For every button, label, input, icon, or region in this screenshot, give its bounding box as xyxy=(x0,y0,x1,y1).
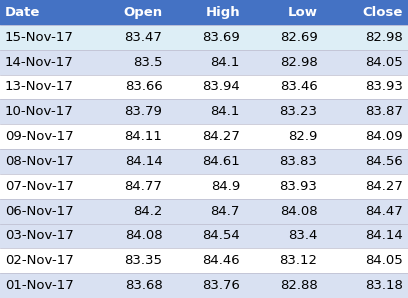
Text: 84.09: 84.09 xyxy=(366,130,403,143)
Text: 15-Nov-17: 15-Nov-17 xyxy=(5,31,74,44)
Bar xyxy=(0,124,408,149)
Text: 82.9: 82.9 xyxy=(288,130,317,143)
Text: 84.08: 84.08 xyxy=(125,229,162,242)
Text: 82.98: 82.98 xyxy=(365,31,403,44)
Text: 84.54: 84.54 xyxy=(202,229,240,242)
Text: 09-Nov-17: 09-Nov-17 xyxy=(5,130,73,143)
Text: 14-Nov-17: 14-Nov-17 xyxy=(5,56,74,69)
Text: Low: Low xyxy=(287,6,317,19)
Text: 83.23: 83.23 xyxy=(279,105,317,118)
Text: 83.66: 83.66 xyxy=(124,80,162,93)
Text: 84.61: 84.61 xyxy=(202,155,240,168)
Text: 84.27: 84.27 xyxy=(365,180,403,193)
Text: Close: Close xyxy=(363,6,403,19)
Text: 83.12: 83.12 xyxy=(279,254,317,267)
Bar xyxy=(0,273,408,298)
Text: 82.69: 82.69 xyxy=(279,31,317,44)
Text: 84.46: 84.46 xyxy=(202,254,240,267)
Text: 01-Nov-17: 01-Nov-17 xyxy=(5,279,74,292)
Text: High: High xyxy=(205,6,240,19)
Text: 83.47: 83.47 xyxy=(124,31,162,44)
Text: 84.56: 84.56 xyxy=(365,155,403,168)
Text: 83.83: 83.83 xyxy=(279,155,317,168)
Text: 84.05: 84.05 xyxy=(365,254,403,267)
Text: 82.98: 82.98 xyxy=(279,56,317,69)
Text: 84.11: 84.11 xyxy=(124,130,162,143)
Bar xyxy=(0,174,408,199)
Text: 84.14: 84.14 xyxy=(365,229,403,242)
Text: 84.7: 84.7 xyxy=(211,205,240,218)
Text: 83.93: 83.93 xyxy=(279,180,317,193)
Text: 08-Nov-17: 08-Nov-17 xyxy=(5,155,73,168)
Bar xyxy=(0,50,408,74)
Text: 84.2: 84.2 xyxy=(133,205,162,218)
Bar xyxy=(0,248,408,273)
Bar xyxy=(0,199,408,224)
Text: 83.79: 83.79 xyxy=(124,105,162,118)
Text: 83.5: 83.5 xyxy=(133,56,162,69)
Bar xyxy=(0,74,408,99)
Text: 10-Nov-17: 10-Nov-17 xyxy=(5,105,74,118)
Text: 83.87: 83.87 xyxy=(365,105,403,118)
Text: 83.69: 83.69 xyxy=(202,31,240,44)
Text: 06-Nov-17: 06-Nov-17 xyxy=(5,205,73,218)
Text: 13-Nov-17: 13-Nov-17 xyxy=(5,80,74,93)
Text: 84.08: 84.08 xyxy=(280,205,317,218)
Bar xyxy=(0,149,408,174)
Text: 84.77: 84.77 xyxy=(124,180,162,193)
Text: 84.1: 84.1 xyxy=(211,56,240,69)
Bar xyxy=(0,25,408,50)
Text: Date: Date xyxy=(5,6,40,19)
Text: 83.18: 83.18 xyxy=(365,279,403,292)
Text: 83.68: 83.68 xyxy=(124,279,162,292)
Text: 82.88: 82.88 xyxy=(279,279,317,292)
Text: 83.93: 83.93 xyxy=(365,80,403,93)
Text: 84.1: 84.1 xyxy=(211,105,240,118)
Text: 84.27: 84.27 xyxy=(202,130,240,143)
Text: 02-Nov-17: 02-Nov-17 xyxy=(5,254,74,267)
Text: 07-Nov-17: 07-Nov-17 xyxy=(5,180,74,193)
Text: 84.9: 84.9 xyxy=(211,180,240,193)
Text: 03-Nov-17: 03-Nov-17 xyxy=(5,229,74,242)
Text: Open: Open xyxy=(123,6,162,19)
Bar xyxy=(0,224,408,248)
Bar xyxy=(0,99,408,124)
Text: 83.4: 83.4 xyxy=(288,229,317,242)
Text: 83.94: 83.94 xyxy=(202,80,240,93)
Text: 84.05: 84.05 xyxy=(365,56,403,69)
Text: 84.14: 84.14 xyxy=(124,155,162,168)
Text: 83.35: 83.35 xyxy=(124,254,162,267)
Text: 83.46: 83.46 xyxy=(279,80,317,93)
Text: 84.47: 84.47 xyxy=(365,205,403,218)
Bar xyxy=(0,0,408,25)
Text: 83.76: 83.76 xyxy=(202,279,240,292)
